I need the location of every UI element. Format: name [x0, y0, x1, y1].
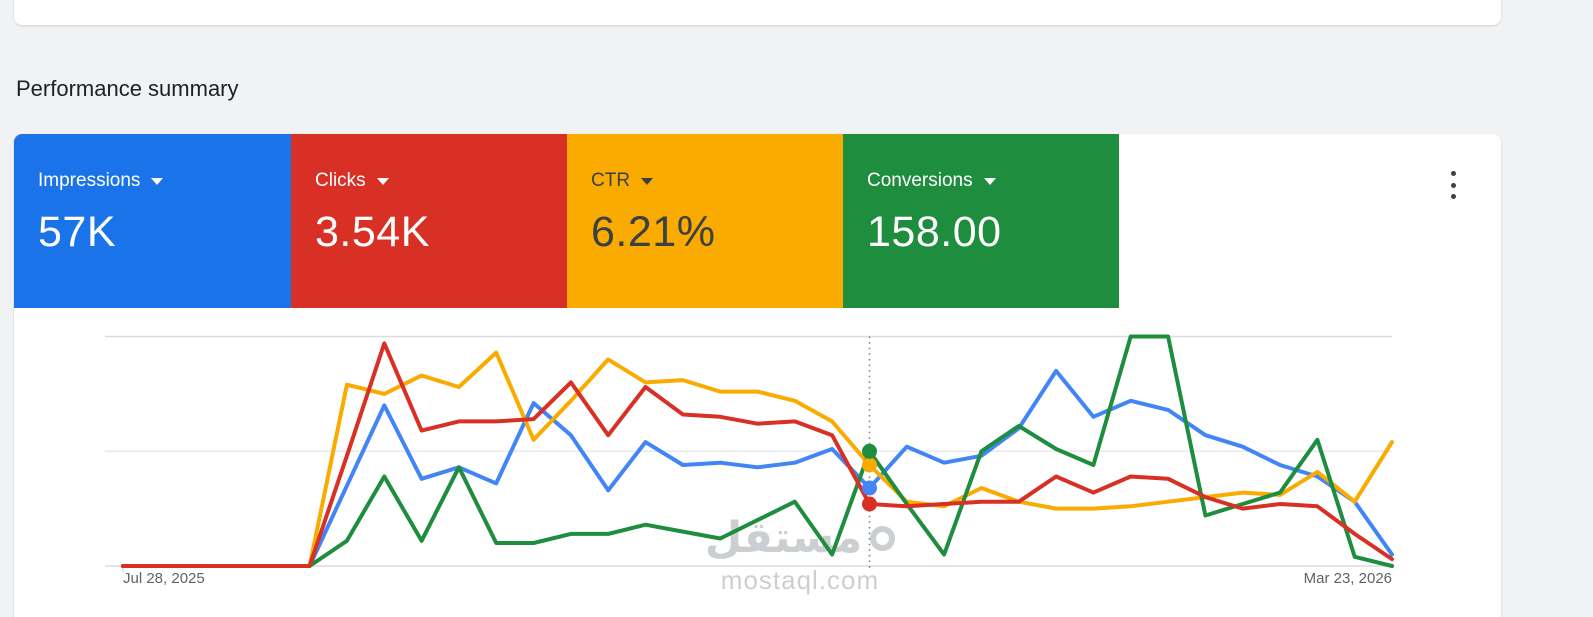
metric-tab-value: 6.21% [591, 208, 716, 256]
series-line-ctr [121, 350, 1394, 568]
series-line-impressions [121, 368, 1394, 568]
metric-tab-label: Conversions [867, 170, 973, 191]
performance-summary-card: Impressions 57K Clicks 3.54K CTR 6.21% C… [14, 134, 1501, 617]
kebab-dot [1450, 194, 1456, 199]
metric-tab-impressions[interactable]: Impressions 57K [14, 134, 291, 308]
series-line-clicks [121, 341, 1394, 568]
metric-tab-label: Impressions [38, 170, 141, 191]
marker-dot-clicks [862, 496, 877, 512]
metric-tab-value: 3.54K [315, 208, 430, 256]
mostaql-logo-ring [870, 526, 896, 552]
kebab-dot [1450, 171, 1456, 176]
series-line-conversions [121, 334, 1394, 568]
marker-dot-conversions [862, 443, 877, 459]
metric-tab-conversions[interactable]: Conversions 158.00 [843, 134, 1119, 308]
marker-dot-ctr [862, 457, 877, 473]
metric-tab-label: Clicks [315, 170, 366, 191]
more-options-button[interactable] [1444, 169, 1462, 201]
x-axis-start-label: Jul 28, 2025 [123, 570, 205, 587]
mostaql-watermark-arabic: مستقل [655, 513, 945, 563]
metric-tab-ctr[interactable]: CTR 6.21% [567, 134, 843, 308]
metric-tab-clicks[interactable]: Clicks 3.54K [291, 134, 567, 308]
chevron-down-icon[interactable] [641, 177, 654, 185]
chevron-down-icon[interactable] [151, 177, 164, 185]
previous-card-bottom-edge [14, 0, 1501, 25]
chevron-down-icon[interactable] [983, 177, 996, 185]
mostaql-watermark: مستقل mostaql.com [655, 513, 945, 596]
mostaql-watermark-domain: mostaql.com [720, 565, 880, 596]
chevron-down-icon[interactable] [376, 177, 389, 185]
metric-tab-value: 158.00 [867, 208, 1002, 256]
metric-tab-value: 57K [38, 208, 117, 256]
kebab-dot [1450, 182, 1456, 188]
metric-tab-label: CTR [591, 170, 631, 191]
page-title: Performance summary [16, 76, 239, 101]
x-axis-end-label: Mar 23, 2026 [1303, 570, 1392, 587]
marker-dot-impressions [862, 480, 877, 496]
